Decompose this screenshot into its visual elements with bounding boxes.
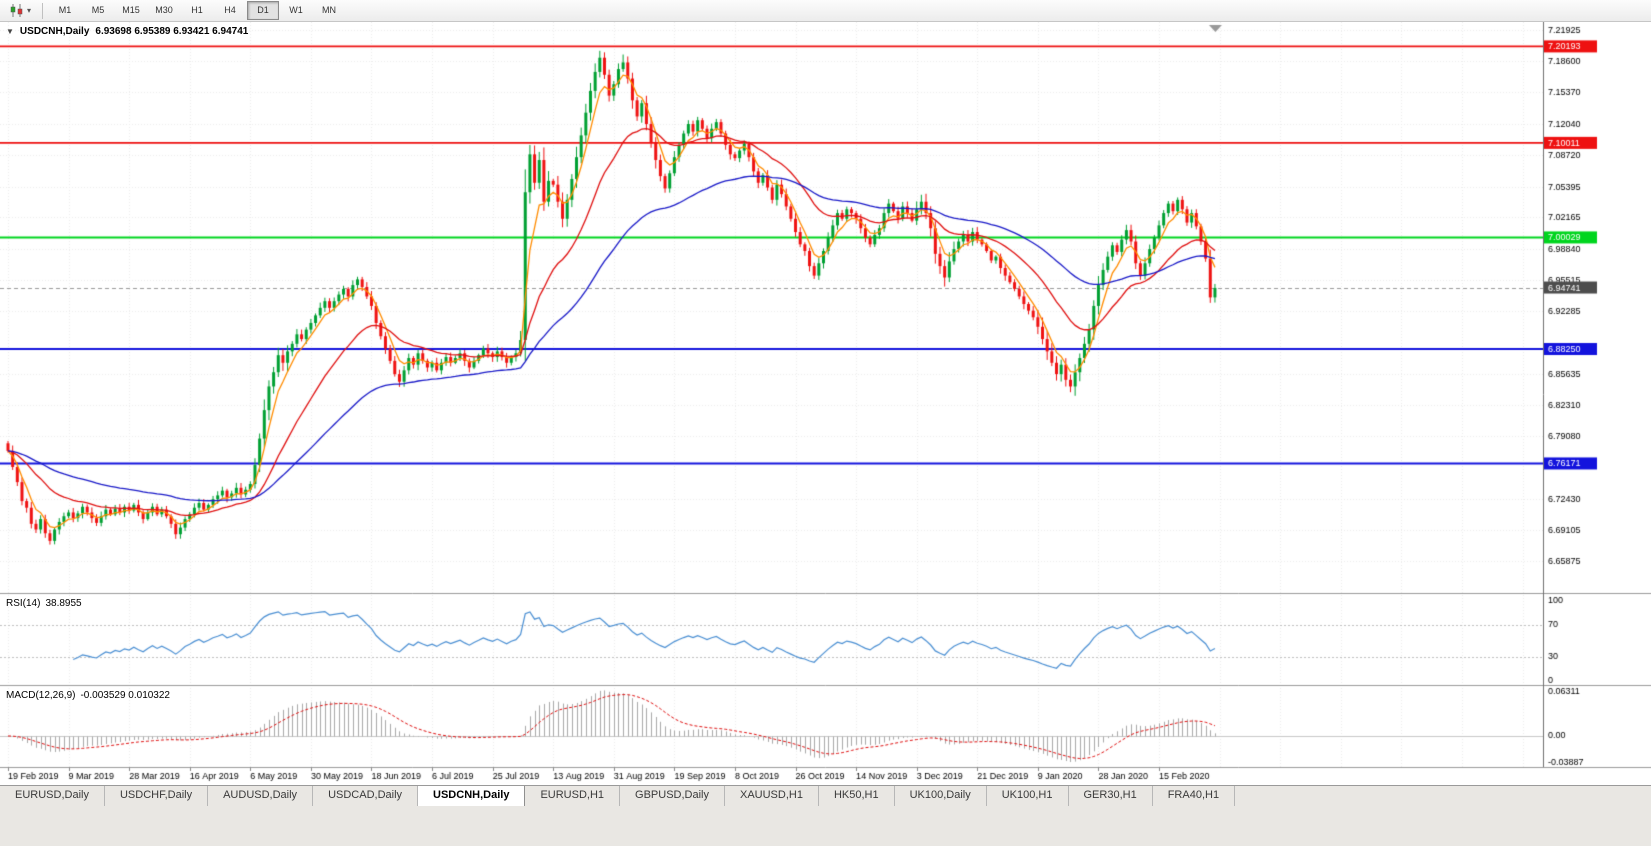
toolbar-separator (42, 2, 44, 19)
chart-tab-uk100-daily[interactable]: UK100,Daily (894, 786, 987, 807)
timeframe-button-m1[interactable]: M1 (58, 5, 72, 15)
timeframe-buttons: M1 M5 M15 M30 H1 H4 D1 W1 MN (49, 1, 345, 20)
chart-tab-ger30-h1[interactable]: GER30,H1 (1068, 786, 1153, 807)
rsi-title: RSI(14) (6, 598, 41, 609)
chart-tab-xauusd-h1[interactable]: XAUUSD,H1 (724, 786, 819, 807)
timeframe-button-d1[interactable]: D1 (247, 1, 280, 20)
rsi-indicator-label: RSI(14) 38.8955 (6, 598, 82, 609)
chart-tab-eurusd-daily[interactable]: EURUSD,Daily (0, 786, 105, 807)
chart-type-button[interactable]: ▾ (5, 2, 36, 19)
chart-tab-usdcnh-daily[interactable]: USDCNH,Daily (418, 786, 526, 807)
candlestick-chart-icon (10, 4, 23, 17)
timeframe-button-m15[interactable]: M15 (122, 5, 140, 15)
chart-tab-hk50-h1[interactable]: HK50,H1 (818, 786, 895, 807)
chart-tab-uk100-h1[interactable]: UK100,H1 (986, 786, 1069, 807)
timeframe-button-mn[interactable]: MN (322, 5, 337, 15)
timeframe-toolbar: ▾ M1 M5 M15 M30 H1 H4 D1 W1 MN (0, 0, 1651, 22)
timeframe-button-w1[interactable]: W1 (289, 5, 303, 15)
chart-symbol-label: USDCNH,Daily (19, 26, 90, 37)
chart-title: ▼ USDCNH,Daily 6.93698 6.95389 6.93421 6… (6, 26, 248, 37)
chart-window: ▼ USDCNH,Daily 6.93698 6.95389 6.93421 6… (0, 22, 1651, 785)
chart-tab-usdcad-daily[interactable]: USDCAD,Daily (313, 786, 419, 807)
timeframe-button-h1[interactable]: H1 (191, 5, 203, 15)
price-chart-canvas[interactable] (0, 22, 1651, 785)
timeframe-button-h4[interactable]: H4 (224, 5, 236, 15)
macd-title: MACD(12,26,9) (6, 690, 76, 701)
chart-tab-eurusd-h1[interactable]: EURUSD,H1 (525, 786, 621, 807)
chart-tab-fra40-h1[interactable]: FRA40,H1 (1152, 786, 1236, 807)
chart-ohlc-values: 6.93698 6.95389 6.93421 6.94741 (95, 26, 249, 37)
macd-indicator-label: MACD(12,26,9) -0.003529 0.010322 (6, 690, 170, 701)
chart-tab-usdchf-daily[interactable]: USDCHF,Daily (104, 786, 209, 807)
macd-values: -0.003529 0.010322 (80, 690, 170, 701)
chart-tab-audusd-daily[interactable]: AUDUSD,Daily (208, 786, 314, 807)
one-click-trading-arrow-icon[interactable]: ▼ (6, 27, 14, 36)
timeframe-button-m5[interactable]: M5 (91, 5, 105, 15)
timeframe-button-m30[interactable]: M30 (155, 5, 173, 15)
rsi-value: 38.8955 (45, 598, 82, 609)
chart-tab-bar: EURUSD,Daily USDCHF,Daily AUDUSD,Daily USDC… (0, 785, 1651, 807)
bottom-filler (0, 806, 1651, 846)
dropdown-caret-icon: ▾ (27, 5, 32, 15)
chart-tab-gbpusd-daily[interactable]: GBPUSD,Daily (620, 786, 725, 807)
